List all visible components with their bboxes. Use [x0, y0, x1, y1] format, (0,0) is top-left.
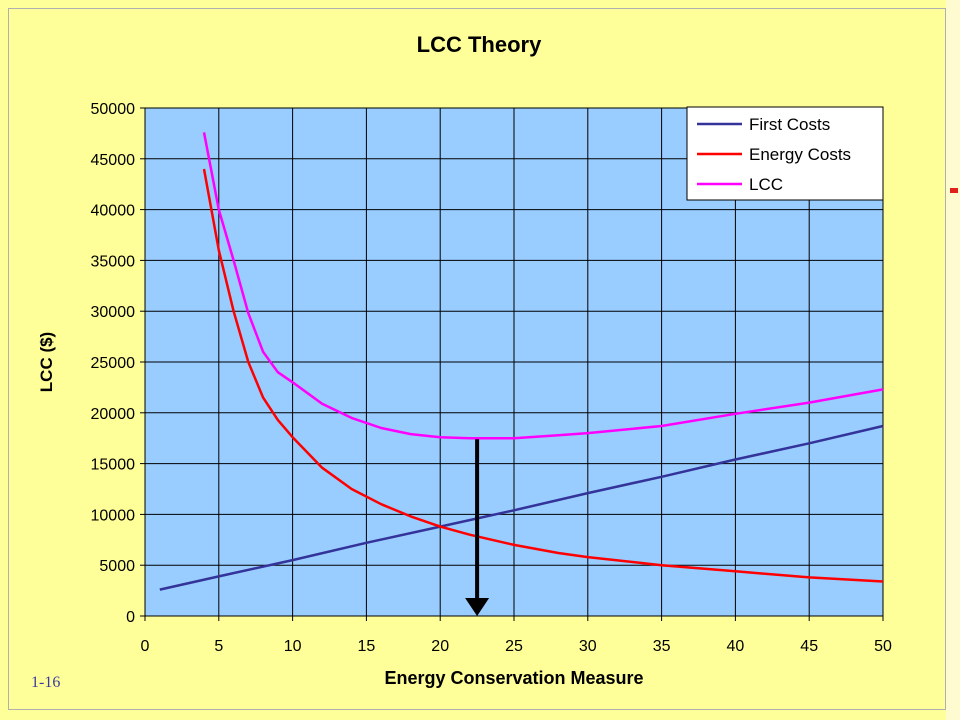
y-tick-label: 0: [126, 609, 135, 626]
x-tick-label: 25: [505, 638, 523, 655]
series-line-first-costs: [159, 424, 884, 591]
red-marker: [950, 188, 958, 193]
y-tick-label: 10000: [91, 507, 136, 524]
y-tick-label: 20000: [91, 406, 136, 423]
x-tick-label: 20: [431, 638, 449, 655]
chart-title: LCC Theory: [417, 32, 542, 57]
y-tick-label: 35000: [91, 253, 136, 270]
x-tick-label: 0: [141, 638, 150, 655]
legend-label: Energy Costs: [749, 145, 851, 164]
x-tick-label: 10: [284, 638, 302, 655]
plot-area: 0 5000 10000 15000 20000 25000 30000 35000 40000…: [91, 101, 893, 655]
series-line-lcc: [202, 132, 884, 440]
y-tick-label: 30000: [91, 304, 136, 321]
y-tick-label: 50000: [91, 101, 136, 118]
legend-label: LCC: [749, 175, 783, 194]
y-tick-label: 15000: [91, 457, 136, 474]
y-tick-label: 45000: [91, 152, 136, 169]
slide-edge: [946, 0, 960, 720]
x-tick-label: 40: [727, 638, 745, 655]
arrow-head: [465, 598, 490, 616]
x-tick-label: 30: [579, 638, 597, 655]
x-tick-label: 45: [800, 638, 818, 655]
x-tick-label: 15: [358, 638, 376, 655]
x-axis-label: Energy Conservation Measure: [384, 668, 643, 688]
x-tick-label: 50: [874, 638, 892, 655]
legend-label: First Costs: [749, 115, 830, 134]
y-tick-label: 40000: [91, 203, 136, 220]
slide-frame: [8, 8, 946, 710]
series-line-energy-costs: [202, 168, 884, 583]
x-tick-label: 35: [653, 638, 671, 655]
x-tick-label: 5: [214, 638, 223, 655]
y-tick-label: 5000: [99, 558, 135, 575]
y-tick-label: 25000: [91, 355, 136, 372]
slide-number: 1-16: [31, 674, 61, 691]
y-axis-label: LCC ($): [37, 332, 56, 392]
